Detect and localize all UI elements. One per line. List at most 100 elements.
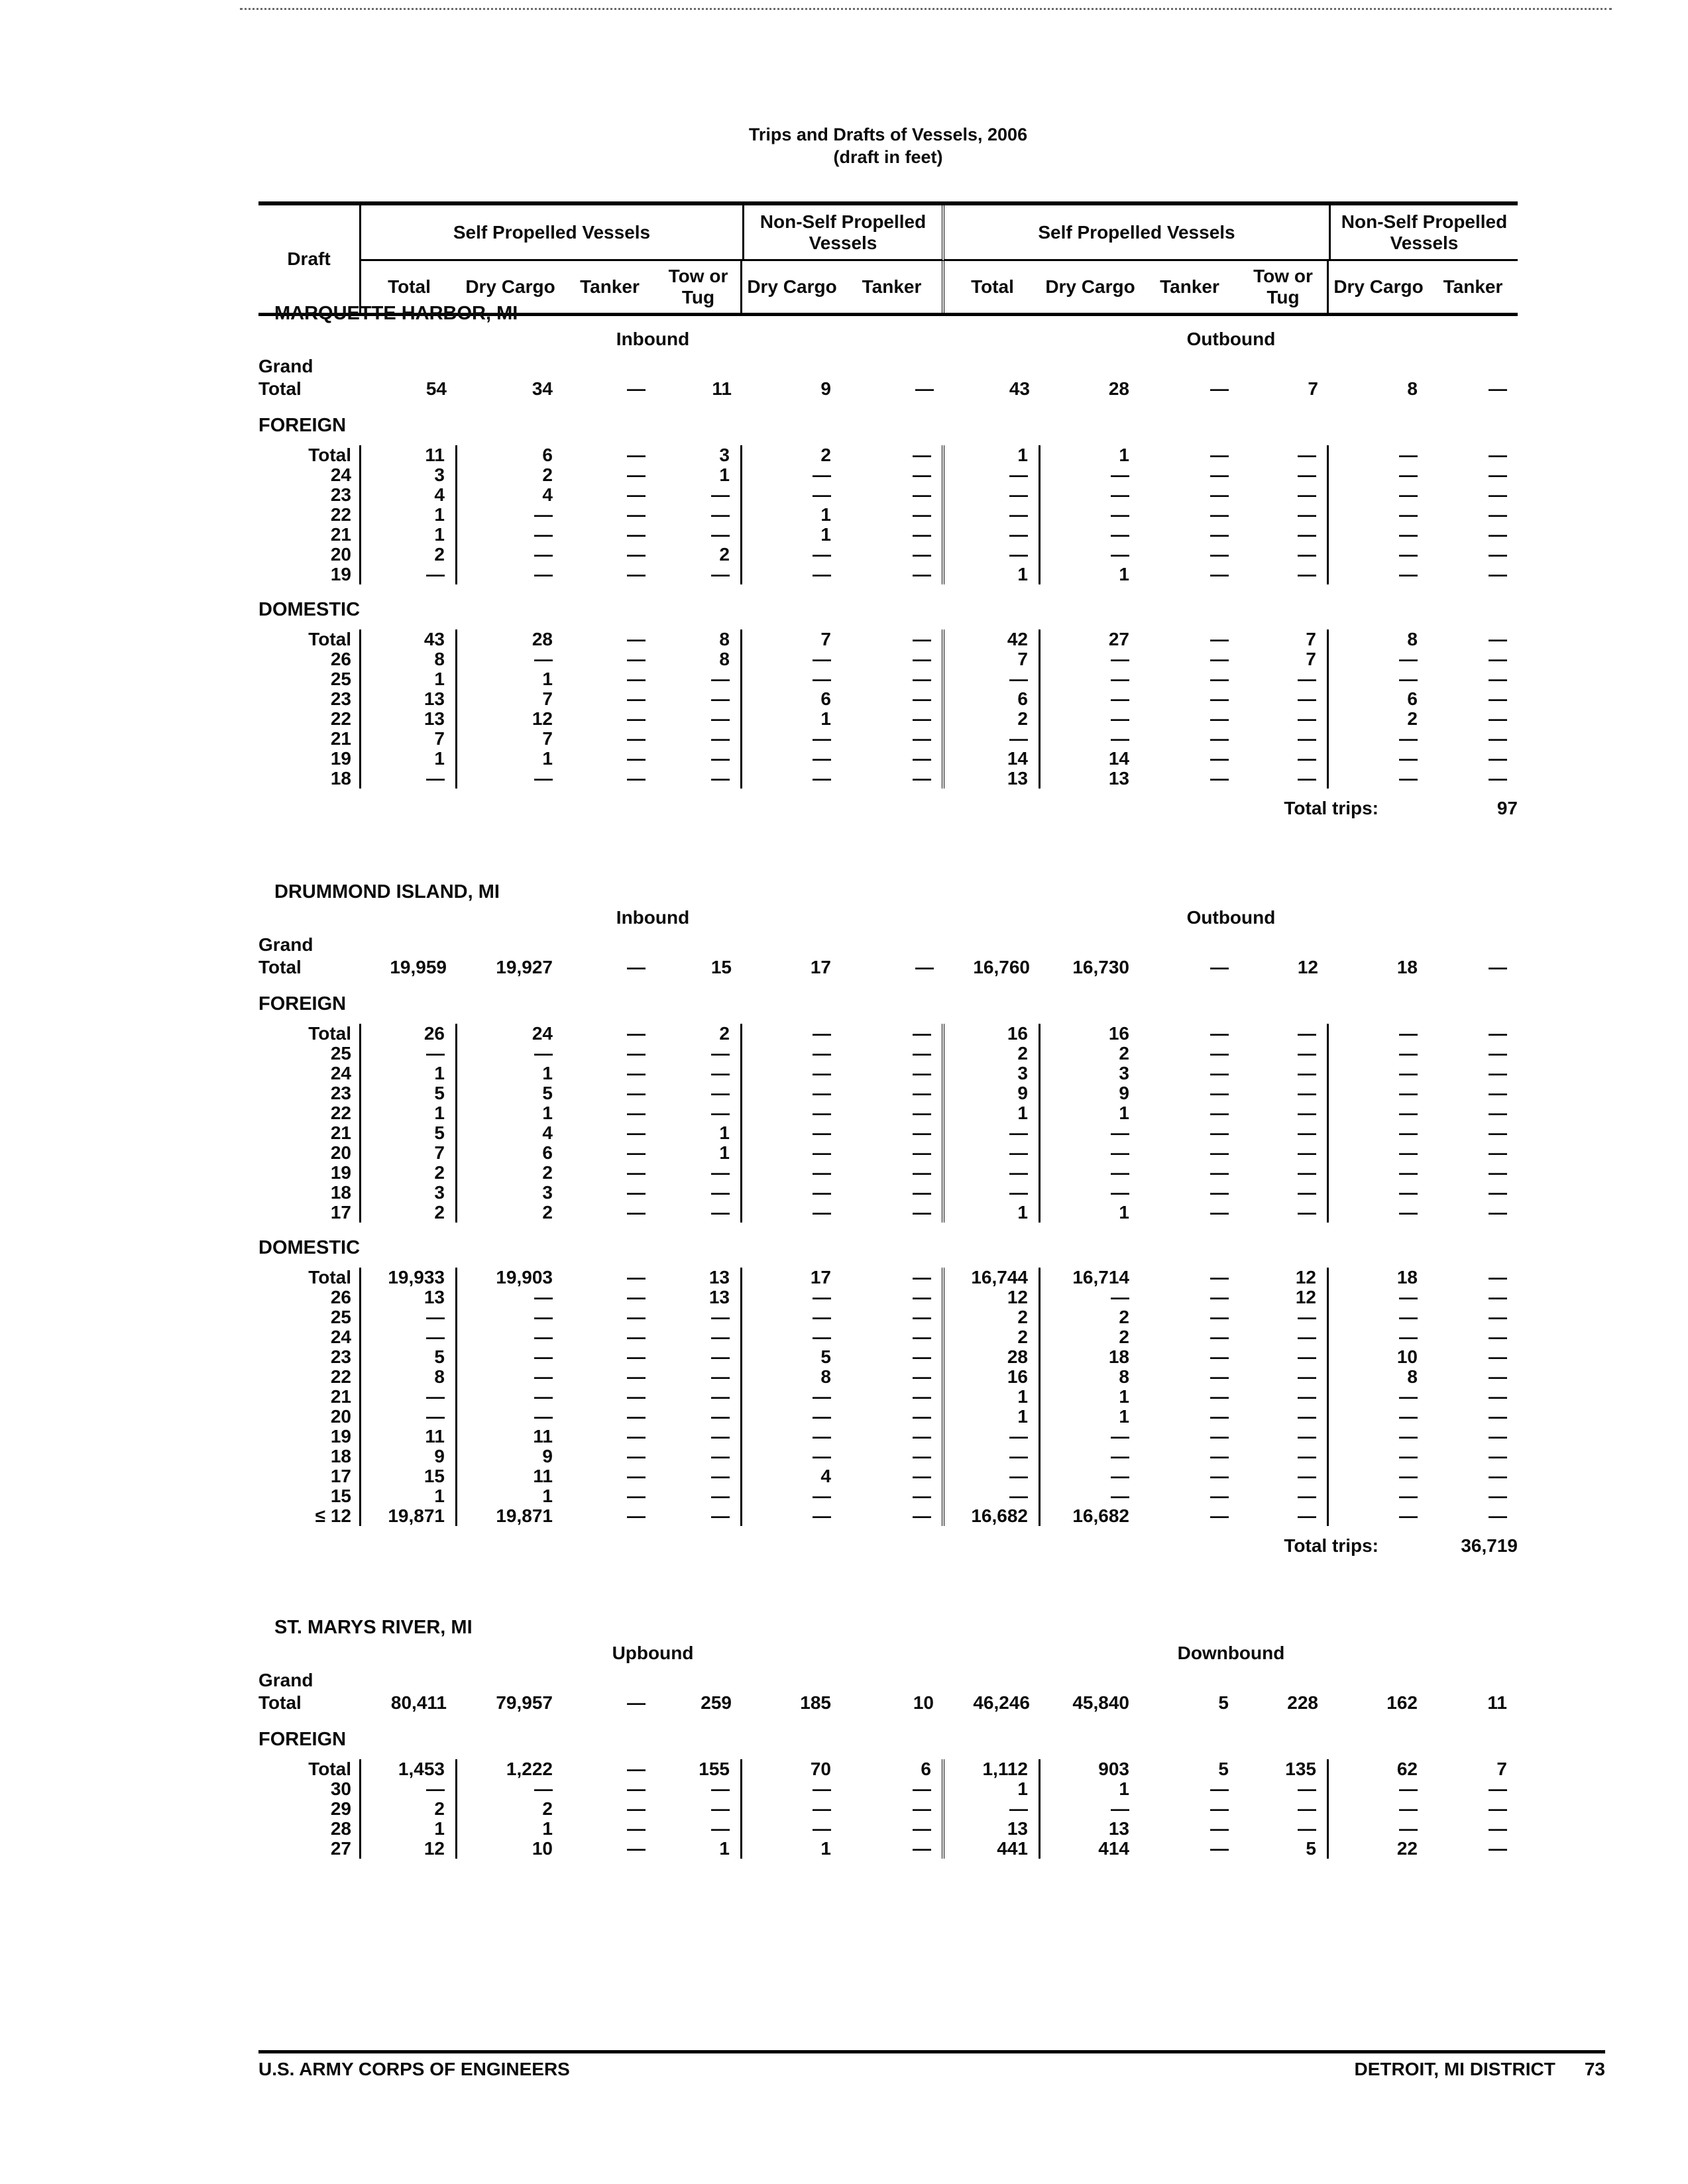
value-cell: — <box>1210 1386 1229 1407</box>
value-cell: — <box>656 1427 742 1447</box>
draft-label-cell: 27 <box>258 1839 361 1859</box>
draft-label-cell: 19 <box>258 565 361 584</box>
value-cell: — <box>1489 768 1507 789</box>
value-cell: 1 <box>542 669 553 689</box>
grand-total-cell: 11 <box>1487 1692 1507 1713</box>
value-cell: 28 <box>944 1347 1041 1367</box>
draft-label-cell: 25 <box>258 1044 361 1064</box>
value-cell: 8 <box>1407 1366 1418 1387</box>
grand-total-cell: 10 <box>913 1692 934 1713</box>
value-cell: — <box>1239 1367 1329 1387</box>
data-row: 18 3 3— — — — — — — — — — <box>258 1183 1518 1203</box>
value-cell: 18 <box>1108 1346 1129 1367</box>
value-cell: — <box>813 649 831 669</box>
grand-total-cell: 162 <box>1386 1692 1418 1713</box>
grand-total-cell: — <box>1210 957 1229 977</box>
value-cell: 7 <box>820 629 831 649</box>
value-cell: — <box>813 1446 831 1466</box>
value-cell: 16 <box>944 1024 1041 1044</box>
grand-total-cell: 8 <box>1407 378 1418 399</box>
value-cell: — <box>1239 749 1329 769</box>
data-row: 26 8— —8— —7— —7— — <box>258 649 1518 669</box>
value-cell: — <box>627 1426 646 1447</box>
direction-labels: Inbound Outbound <box>258 327 1518 351</box>
value-cell: — <box>813 1162 831 1183</box>
value-cell: — <box>842 1327 944 1347</box>
value-cell: — <box>813 564 831 584</box>
value-cell: — <box>1210 564 1229 584</box>
value-cell: — <box>1399 524 1418 545</box>
value-cell: — <box>1210 1426 1229 1447</box>
value-cell: 1 <box>820 504 831 525</box>
data-row: 19 11 11— — — — — — — — — — <box>258 1427 1518 1447</box>
data-row: 17 2 2— — — —1 1— — — — <box>258 1203 1518 1223</box>
value-cell: — <box>627 1446 646 1466</box>
draft-label-cell: 21 <box>258 525 361 545</box>
value-cell: — <box>656 525 742 545</box>
value-cell: — <box>1210 1182 1229 1203</box>
value-cell: 13 <box>656 1268 742 1287</box>
value-cell: — <box>1210 1103 1229 1123</box>
value-cell: 2 <box>1119 1327 1129 1347</box>
value-cell: — <box>534 1327 553 1347</box>
value-cell: — <box>1210 1327 1229 1347</box>
grand-total-cell: 18 <box>1396 957 1418 977</box>
section-title: ST. MARYS RIVER, MI <box>274 1617 473 1638</box>
value-cell: — <box>534 1043 553 1064</box>
grand-total-cell: 28 <box>1108 378 1129 399</box>
value-cell: — <box>1399 1122 1418 1143</box>
value-cell: — <box>813 1386 831 1407</box>
value-cell: 2 <box>542 1202 553 1223</box>
value-cell: 3 <box>361 1183 457 1203</box>
value-cell: — <box>361 1387 457 1407</box>
value-cell: — <box>627 544 646 565</box>
direction-label-right: Outbound <box>1186 329 1276 349</box>
page-footer: U.S. ARMY CORPS OF ENGINEERS DETROIT, MI… <box>258 2050 1605 2080</box>
value-cell: — <box>1489 1426 1507 1447</box>
value-cell: — <box>842 445 944 465</box>
value-cell: 1 <box>820 524 831 545</box>
draft-label-cell: 25 <box>258 669 361 689</box>
value-cell: — <box>1239 1064 1329 1083</box>
data-row: ≤ 12 19,871 19,871— — — —16,682 16,682— — — — <box>258 1506 1518 1526</box>
value-cell: — <box>1239 1779 1329 1799</box>
value-cell: — <box>944 669 1041 689</box>
value-cell: — <box>656 1779 742 1799</box>
data-row: 24 3 2—1— — — — — — — — <box>258 465 1518 485</box>
value-cell: 19,871 <box>361 1506 457 1526</box>
grand-total-cell: 45,840 <box>1072 1692 1129 1713</box>
value-cell: 1 <box>542 1103 553 1123</box>
value-cell: 1 <box>361 1819 457 1839</box>
value-cell: 8 <box>361 649 457 669</box>
value-cell: 1 <box>656 1839 742 1859</box>
value-cell: — <box>944 1183 1041 1203</box>
value-cell: — <box>1239 1407 1329 1427</box>
grand-total-cell: 15 <box>710 957 732 977</box>
value-cell: — <box>534 544 553 565</box>
value-cell: — <box>1210 748 1229 769</box>
grand-total-cell: 54 <box>425 378 447 399</box>
value-cell: — <box>1111 484 1129 505</box>
value-cell: — <box>1489 1142 1507 1163</box>
value-cell: 18 <box>1396 1267 1418 1287</box>
value-cell: 5 <box>1218 1759 1229 1779</box>
grand-total-cell: 79,957 <box>496 1692 553 1713</box>
value-cell: — <box>1399 728 1418 749</box>
value-cell: — <box>1399 1426 1418 1447</box>
value-cell: — <box>1239 565 1329 584</box>
data-row: 21 1— — —1— — — — — — — <box>258 525 1518 545</box>
value-cell: 5 <box>820 1346 831 1367</box>
value-cell: — <box>1489 1327 1507 1347</box>
draft-label-cell: 17 <box>258 1203 361 1223</box>
value-cell: — <box>1489 1287 1507 1307</box>
grand-total-cell: 259 <box>701 1692 732 1713</box>
value-cell: 22 <box>1396 1838 1418 1859</box>
value-cell: — <box>944 545 1041 565</box>
value-cell: 43 <box>361 629 457 649</box>
value-cell: — <box>1239 1123 1329 1143</box>
value-cell: — <box>1399 1778 1418 1799</box>
value-cell: 1 <box>542 1063 553 1083</box>
draft-label-cell: 24 <box>258 1327 361 1347</box>
grand-total-cell: 11 <box>712 378 732 399</box>
